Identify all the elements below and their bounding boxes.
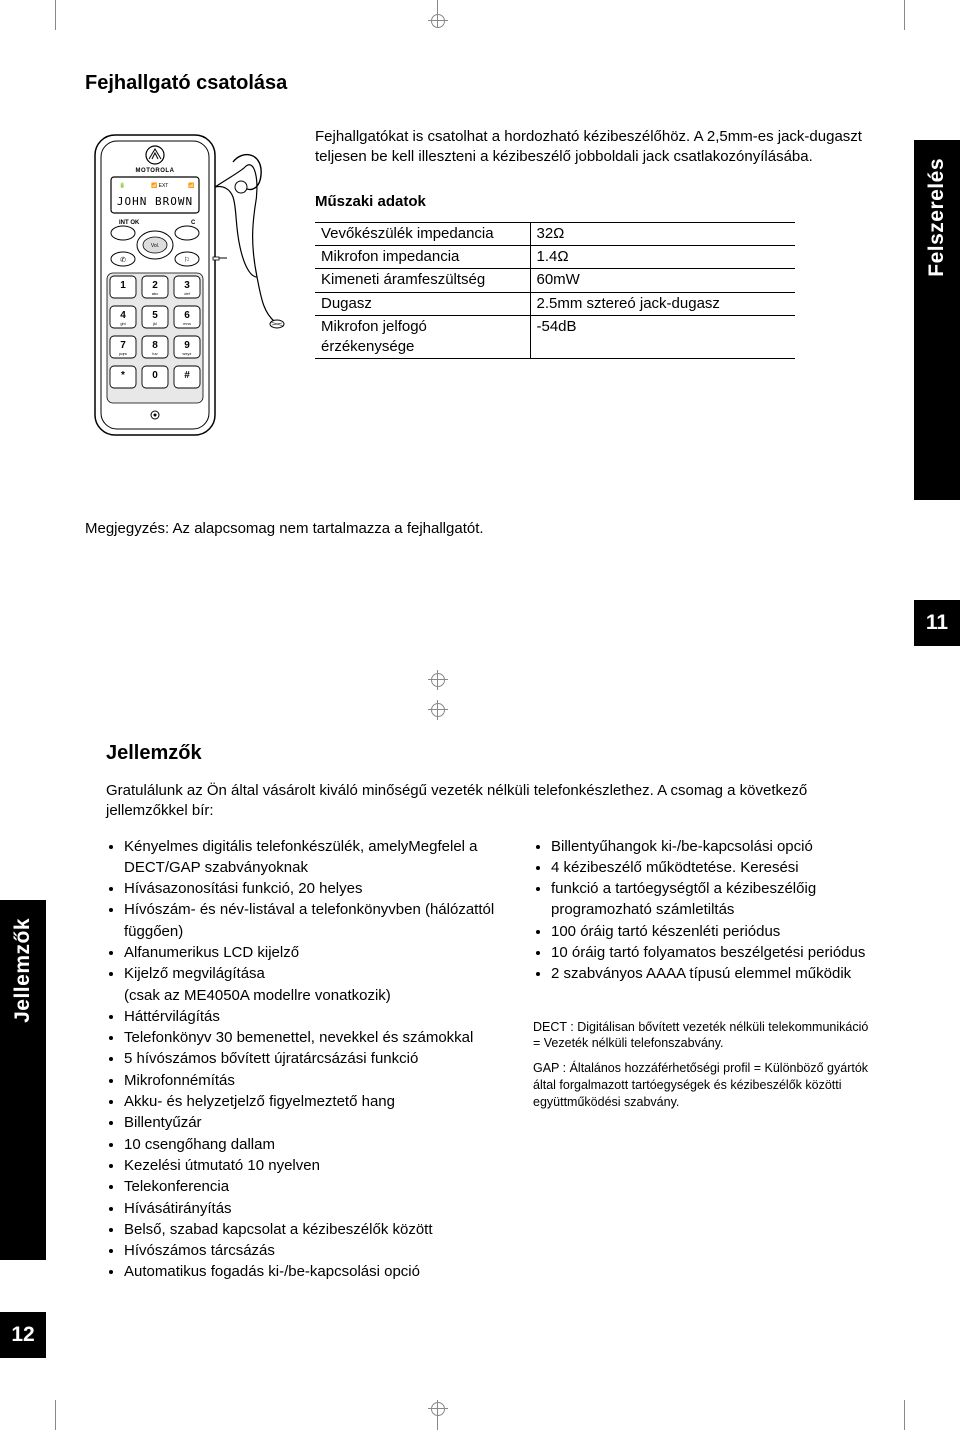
list-item: Hívásazonosítási funkció, 20 helyes bbox=[124, 878, 505, 899]
registration-mark bbox=[428, 670, 448, 690]
svg-text:wxyz: wxyz bbox=[183, 351, 192, 356]
list-item: Billentyűhangok ki-/be-kapcsolási opció bbox=[551, 836, 875, 857]
table-row: Vevőkészülék impedancia32Ω bbox=[315, 222, 795, 245]
svg-text:3: 3 bbox=[184, 280, 190, 291]
side-tab-felszereles: Felszerelés bbox=[914, 140, 960, 500]
svg-text:📶 EXT: 📶 EXT bbox=[151, 182, 168, 189]
list-item: Kényelmes digitális telefonkészülék, ame… bbox=[124, 836, 505, 879]
list-item: funkció a tartóegységtől a kézibeszélőig… bbox=[551, 878, 875, 921]
page-lower: Jellemzők 12 Jellemzők Gratulálunk az Ön… bbox=[30, 740, 875, 1283]
svg-text:6: 6 bbox=[184, 310, 190, 321]
crop-mark bbox=[55, 0, 56, 30]
registration-mark bbox=[428, 700, 448, 720]
svg-text:2: 2 bbox=[152, 280, 158, 291]
svg-text:pqrs: pqrs bbox=[119, 351, 127, 356]
svg-text:0: 0 bbox=[152, 370, 158, 381]
list-item: Kezelési útmutató 10 nyelven bbox=[124, 1155, 505, 1176]
crop-mark bbox=[904, 1400, 905, 1430]
list-item: 10 óráig tartó folyamatos beszélgetési p… bbox=[551, 942, 875, 963]
page-number: 12 bbox=[0, 1312, 46, 1358]
spec-title: Műszaki adatok bbox=[315, 192, 870, 212]
svg-text:ghi: ghi bbox=[120, 321, 125, 326]
table-row: Kimeneti áramfeszültség60mW bbox=[315, 269, 795, 292]
svg-text:✆: ✆ bbox=[120, 256, 126, 264]
svg-text:mno: mno bbox=[183, 321, 192, 326]
svg-text:4: 4 bbox=[120, 310, 126, 321]
table-row: Dugasz2.5mm sztereó jack-dugasz bbox=[315, 292, 795, 315]
spec-value: -54dB bbox=[530, 315, 795, 359]
list-item: 4 kézibeszélő működtetése. Keresési bbox=[551, 857, 875, 878]
table-row: Mikrofon impedancia1.4Ω bbox=[315, 246, 795, 269]
phone-illustration: MOTOROLA 🔋 📶 EXT 📶 JOHN BROWN INT OK C V… bbox=[85, 127, 285, 463]
svg-text:📶: 📶 bbox=[188, 182, 194, 189]
intro-text: Fejhallgatókat is csatolhat a hordozható… bbox=[315, 127, 870, 168]
svg-text:🔋: 🔋 bbox=[119, 182, 125, 189]
list-item: Háttérvilágítás bbox=[124, 1006, 505, 1027]
spec-label: Vevőkészülék impedancia bbox=[315, 222, 530, 245]
page-number: 11 bbox=[914, 600, 960, 646]
list-item: Telefonkönyv 30 bemenettel, nevekkel és … bbox=[124, 1027, 505, 1048]
svg-text:INT OK: INT OK bbox=[119, 220, 140, 226]
spec-label: Dugasz bbox=[315, 292, 530, 315]
svg-text:def: def bbox=[184, 291, 190, 296]
list-item: Billentyűzár bbox=[124, 1112, 505, 1133]
list-item: 10 csengőhang dallam bbox=[124, 1134, 505, 1155]
registration-mark bbox=[428, 1400, 448, 1430]
tab-label: Felszerelés bbox=[923, 158, 951, 277]
svg-text:1: 1 bbox=[120, 280, 126, 291]
section-title: Fejhallgató csatolása bbox=[85, 70, 930, 97]
spec-value: 32Ω bbox=[530, 222, 795, 245]
list-item: Automatikus fogadás ki-/be-kapcsolási op… bbox=[124, 1261, 505, 1282]
spec-label: Mikrofon jelfogó érzékenysége bbox=[315, 315, 530, 359]
svg-text:#: # bbox=[184, 370, 190, 381]
glossary: DECT : Digitálisan bővített vezeték nélk… bbox=[533, 1019, 875, 1111]
svg-text:5: 5 bbox=[152, 310, 158, 321]
list-item: 100 óráig tartó készenléti periódus bbox=[551, 921, 875, 942]
list-item: 2 szabványos AAAA típusú elemmel működik bbox=[551, 963, 875, 984]
crop-mark bbox=[55, 1400, 56, 1430]
svg-text:abc: abc bbox=[152, 291, 158, 296]
svg-text:Vol.: Vol. bbox=[151, 243, 159, 249]
svg-text:*: * bbox=[121, 370, 125, 381]
svg-text:C: C bbox=[191, 220, 196, 226]
page-upper: Felszerelés 11 Fejhallgató csatolása MOT… bbox=[85, 70, 930, 540]
list-item: 5 hívószámos bővített újratárcsázási fun… bbox=[124, 1048, 505, 1069]
note-text: Megjegyzés: Az alapcsomag nem tartalmazz… bbox=[85, 519, 930, 539]
crop-mark bbox=[904, 0, 905, 30]
spec-table: Vevőkészülék impedancia32ΩMikrofon imped… bbox=[315, 222, 795, 360]
list-item: Hívásátirányítás bbox=[124, 1198, 505, 1219]
list-item: Kijelző megvilágítása(csak az ME4050A mo… bbox=[124, 963, 505, 1006]
spec-value: 60mW bbox=[530, 269, 795, 292]
svg-text:jkl: jkl bbox=[152, 321, 157, 326]
svg-text:⚐: ⚐ bbox=[184, 256, 190, 264]
svg-text:JOHN BROWN: JOHN BROWN bbox=[117, 195, 193, 208]
list-item: Telekonferencia bbox=[124, 1176, 505, 1197]
list-item: Hívószám- és név-listával a telefonkönyv… bbox=[124, 899, 505, 942]
spec-label: Kimeneti áramfeszültség bbox=[315, 269, 530, 292]
list-item: Hívószámos tárcsázás bbox=[124, 1240, 505, 1261]
svg-text:MOTOROLA: MOTOROLA bbox=[136, 168, 175, 174]
list-item: Alfanumerikus LCD kijelző bbox=[124, 942, 505, 963]
tab-label: Jellemzők bbox=[9, 918, 37, 1023]
svg-text:tuv: tuv bbox=[152, 351, 157, 356]
section-title: Jellemzők bbox=[106, 740, 875, 767]
svg-text:8: 8 bbox=[152, 340, 158, 351]
list-item: Belső, szabad kapcsolat a kézibeszélők k… bbox=[124, 1219, 505, 1240]
spec-value: 2.5mm sztereó jack-dugasz bbox=[530, 292, 795, 315]
table-row: Mikrofon jelfogó érzékenysége-54dB bbox=[315, 315, 795, 359]
glossary-gap: GAP : Általános hozzáférhetőségi profil … bbox=[533, 1060, 875, 1111]
svg-text:9: 9 bbox=[184, 340, 190, 351]
spec-value: 1.4Ω bbox=[530, 246, 795, 269]
intro-text: Gratulálunk az Ön által vásárolt kiváló … bbox=[106, 781, 875, 822]
side-tab-jellemzok: Jellemzők bbox=[0, 900, 46, 1260]
list-item: Akku- és helyzetjelző figyelmeztető hang bbox=[124, 1091, 505, 1112]
glossary-dect: DECT : Digitálisan bővített vezeték nélk… bbox=[533, 1019, 875, 1053]
svg-text:7: 7 bbox=[120, 340, 126, 351]
feature-list-left: Kényelmes digitális telefonkészülék, ame… bbox=[106, 836, 505, 1283]
feature-list-right: Billentyűhangok ki-/be-kapcsolási opció4… bbox=[533, 836, 875, 985]
list-item: Mikrofonnémítás bbox=[124, 1070, 505, 1091]
spec-label: Mikrofon impedancia bbox=[315, 246, 530, 269]
registration-mark bbox=[428, 0, 448, 30]
